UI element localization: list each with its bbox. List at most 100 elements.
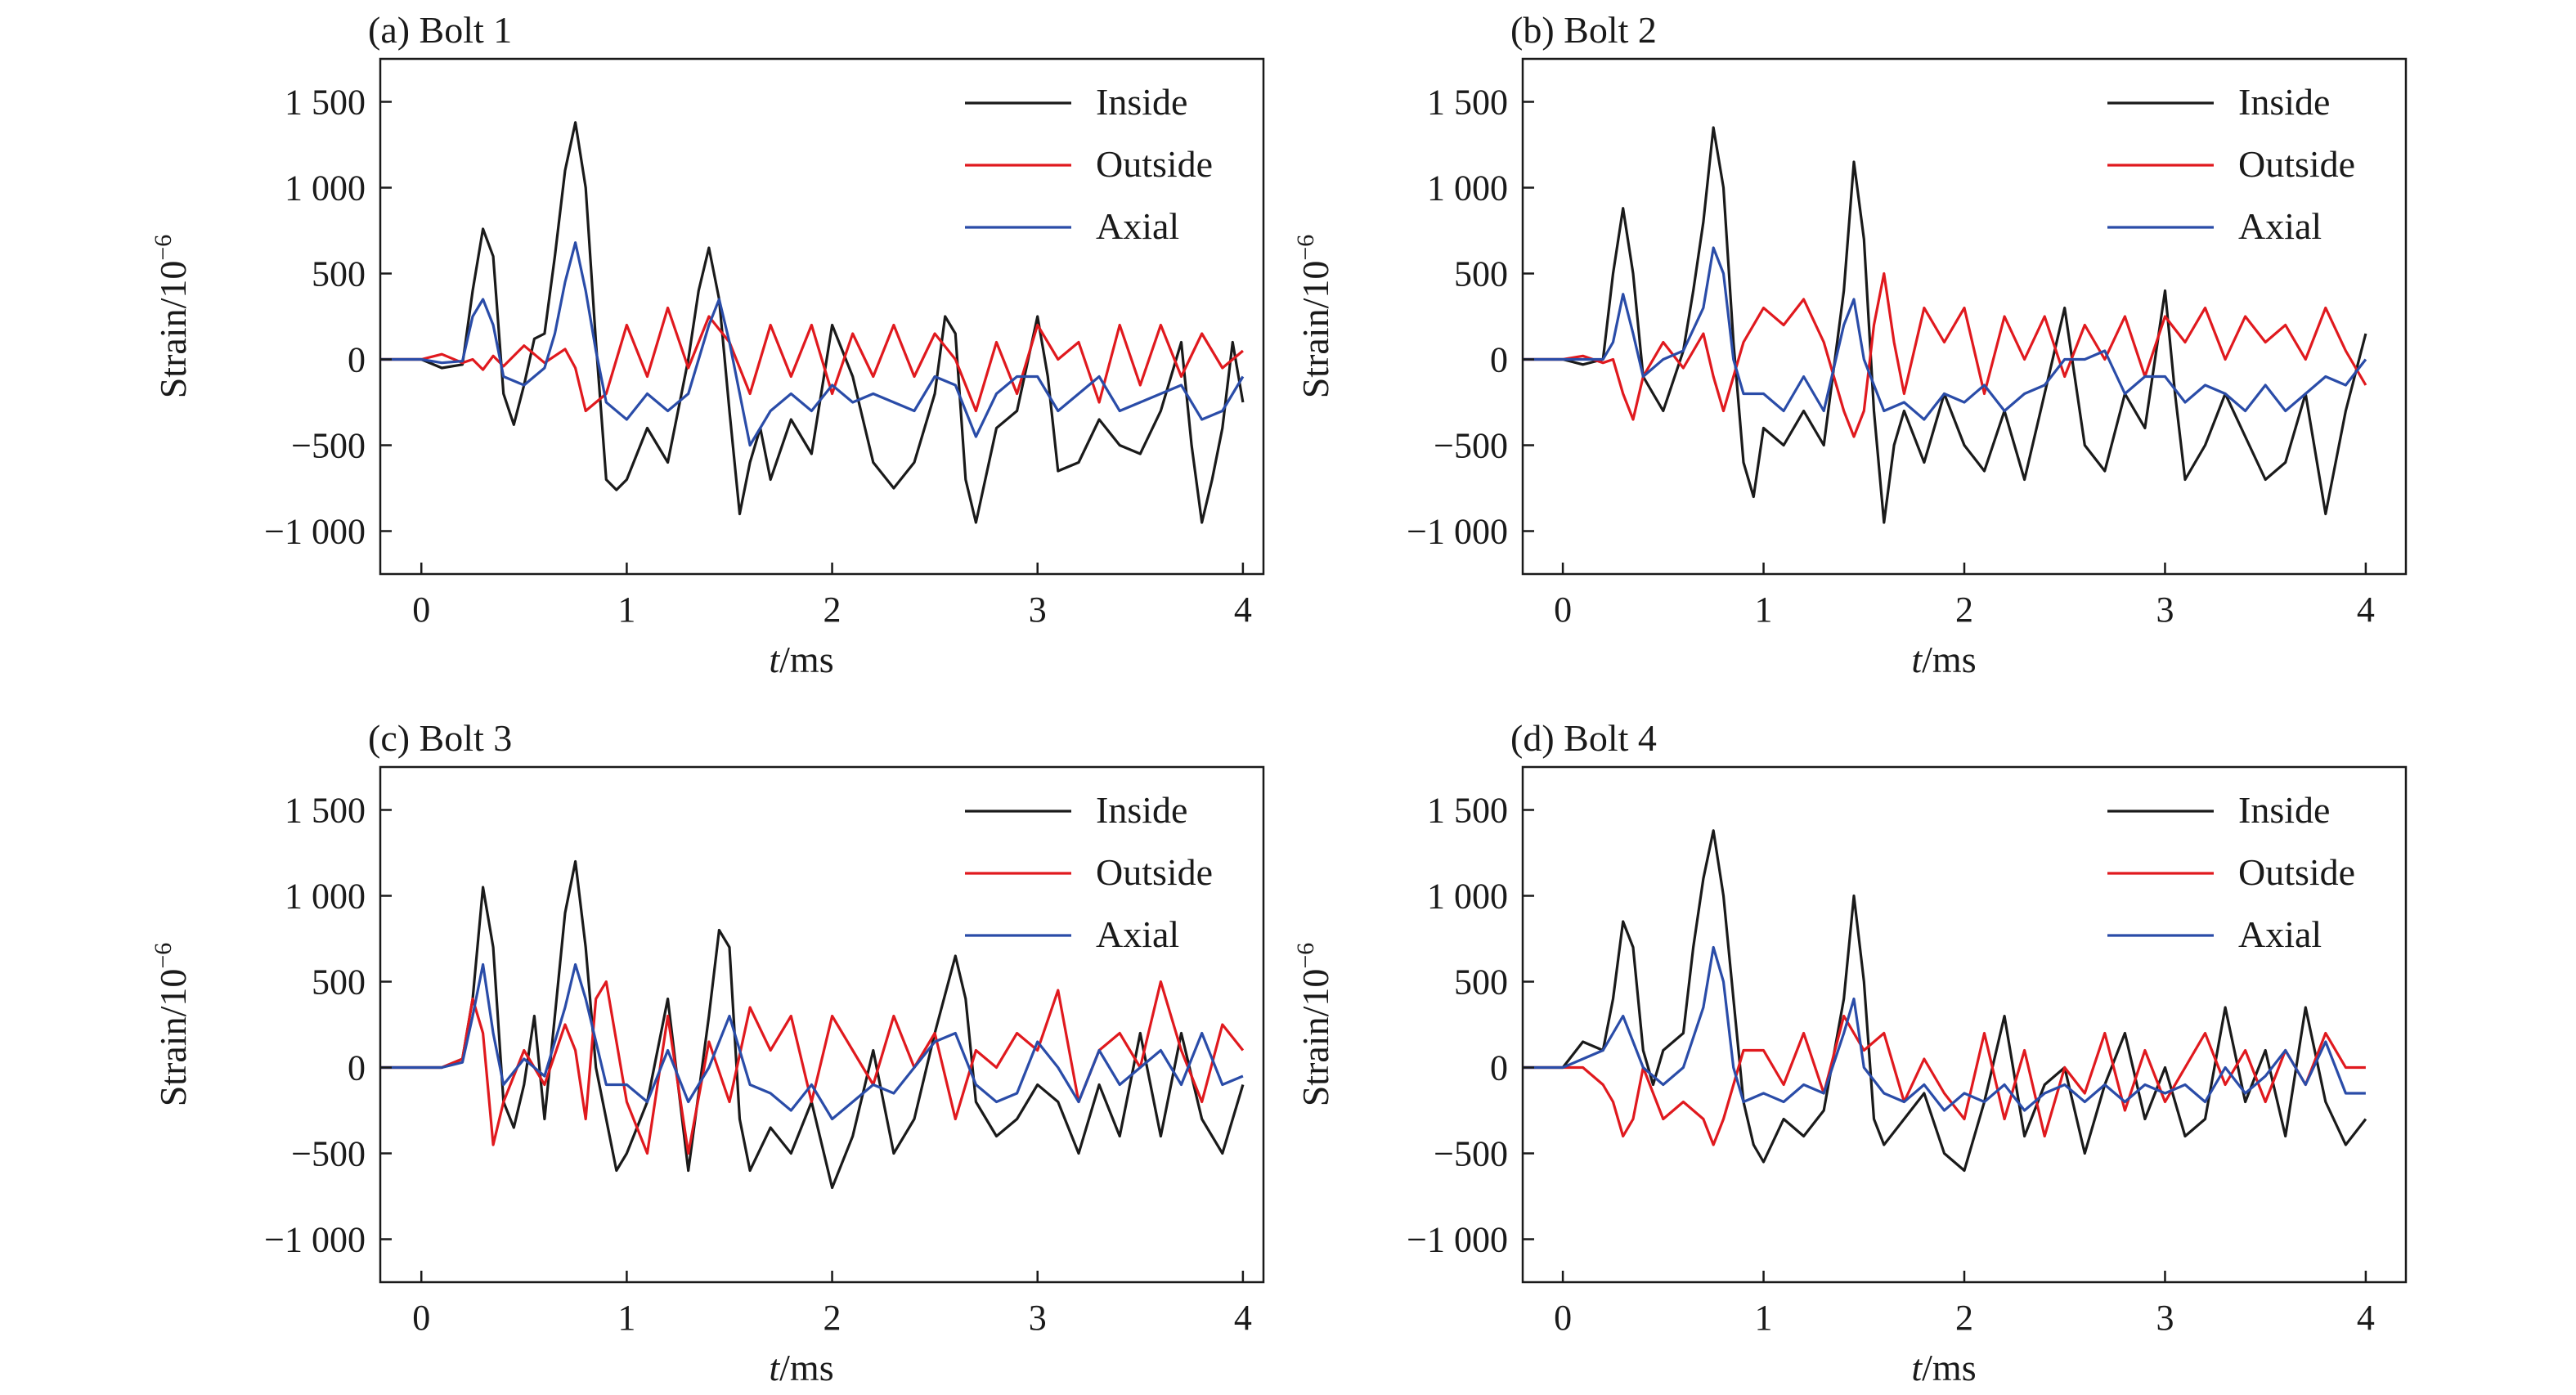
x-axis-label: t/ms [769,639,833,680]
series-line-outside [1523,1014,2366,1146]
legend-label-axial: Axial [2238,913,2322,955]
y-axis-label: Strain/10−6 [150,235,194,399]
x-tick-label: 1 [617,1298,635,1338]
chart-panel-1: 0 1 2 3 4 −1 000 −500 0 500 1 000 1 500(a) Bolt 1 t… [150,9,1265,680]
y-axis-label-exponent: −6 [150,235,177,261]
legend-label-inside: Inside [1096,81,1187,123]
panel-title: (a) Bolt 1 [368,9,512,51]
legend-label-outside: Outside [2238,851,2355,893]
y-tick-label: 1 000 [1427,168,1508,209]
x-axis-label: t/ms [769,1347,833,1388]
y-axis-label-exponent: −6 [1292,235,1319,261]
y-axis-label-base: Strain/10 [152,969,194,1107]
plot-frame [1521,765,2408,1284]
x-tick-label: 2 [824,590,841,630]
legend-label-outside: Outside [1096,851,1213,893]
series-line-inside [380,121,1245,524]
series-line-inside [1523,126,2367,524]
x-tick-label: 1 [1755,1298,1773,1338]
y-axis-label-base: Strain/10 [1295,969,1336,1107]
y-tick-label: −500 [291,1134,366,1174]
y-axis-label-base: Strain/10 [1295,261,1336,399]
x-tick-label: 4 [1234,590,1252,630]
x-axis-label-var: t [769,639,780,680]
chart-panel-3: 0 1 2 3 4 −1 000 −500 0 500 1 000 1 500(c) Bolt 3 t… [150,717,1265,1388]
x-axis-label-var: t [1911,639,1923,680]
y-axis-label-exponent: −6 [1292,943,1319,969]
y-axis-label: Strain/10−6 [150,943,194,1107]
panel-title: (b) Bolt 2 [1510,9,1657,51]
y-tick-label: 0 [348,340,366,380]
y-tick-label: −500 [1434,1134,1508,1174]
series-line-axial [380,962,1244,1121]
x-tick-label: 0 [412,590,430,630]
legend-label-axial: Axial [2238,205,2322,247]
y-tick-label: −1 000 [264,1220,366,1260]
series-line-outside [380,980,1245,1155]
legend-label-axial: Axial [1096,913,1179,955]
y-tick-label: 1 500 [1427,83,1508,123]
x-tick-label: 2 [1955,590,1973,630]
x-tick-label: 0 [1554,1298,1572,1338]
x-tick-label: 1 [1755,590,1773,630]
y-tick-label: −1 000 [1407,512,1508,552]
y-tick-label: 0 [1490,1048,1508,1088]
x-tick-label: 3 [2156,1298,2174,1338]
plot-frame [379,765,1265,1284]
y-tick-label: 1 000 [285,168,366,209]
y-tick-label: 1 000 [1427,877,1508,917]
y-tick-label: 1 500 [285,83,366,123]
plot-frame [1521,57,2408,576]
x-axis-label-var: t [769,1347,780,1388]
series-line-inside [380,859,1245,1190]
y-tick-label: 500 [312,962,366,1003]
y-tick-label: 1 500 [285,791,366,831]
series-line-outside [1523,271,2367,438]
series-line-axial [380,241,1245,447]
y-tick-label: −1 000 [264,512,366,552]
x-tick-label: 4 [2357,1298,2375,1338]
x-tick-label: 1 [617,590,635,630]
legend-label-inside: Inside [2238,789,2330,831]
y-tick-label: 0 [1490,340,1508,380]
x-axis-label-unit: /ms [779,639,833,680]
x-tick-label: 2 [824,1298,841,1338]
panel-title: (d) Bolt 4 [1510,717,1657,759]
legend-label-inside: Inside [2238,81,2330,123]
x-tick-label: 3 [1029,590,1047,630]
series-line-outside [380,306,1244,413]
y-axis-label: Strain/10−6 [1292,235,1336,399]
x-tick-label: 3 [2156,590,2174,630]
y-tick-label: 1 500 [1427,791,1508,831]
y-tick-label: 0 [348,1048,366,1088]
series-line-axial [1523,246,2367,421]
x-tick-label: 0 [412,1298,430,1338]
x-axis-label: t/ms [1911,1347,1976,1388]
y-axis-label: Strain/10−6 [1292,943,1336,1107]
x-axis-label-var: t [1911,1347,1923,1388]
chart-panel-2: 0 1 2 3 4 −1 000 −500 0 500 1 000 1 500(b) Bolt 2 t… [1292,9,2408,680]
x-axis-label: t/ms [1911,639,1976,680]
legend-label-axial: Axial [1096,205,1179,247]
x-axis-label-unit: /ms [1922,639,1976,680]
x-axis-label-unit: /ms [1922,1347,1976,1388]
x-axis-label-unit: /ms [779,1347,833,1388]
plot-frame [379,57,1265,576]
y-tick-label: 500 [1454,254,1508,294]
series-line-inside [1523,829,2367,1173]
legend-label-outside: Outside [2238,143,2355,185]
chart-panel-4: 0 1 2 3 4 −1 000 −500 0 500 1 000 1 500(d) Bolt 4 t… [1292,717,2408,1388]
y-tick-label: 500 [1454,962,1508,1003]
x-tick-label: 2 [1955,1298,1973,1338]
x-tick-label: 0 [1554,590,1572,630]
series-line-axial [1523,945,2366,1112]
panel-title: (c) Bolt 3 [368,717,512,759]
legend-label-inside: Inside [1096,789,1187,831]
y-tick-label: 500 [312,254,366,294]
y-tick-label: −500 [1434,426,1508,466]
x-tick-label: 4 [2357,590,2375,630]
legend-label-outside: Outside [1096,143,1213,185]
x-tick-label: 3 [1029,1298,1047,1338]
